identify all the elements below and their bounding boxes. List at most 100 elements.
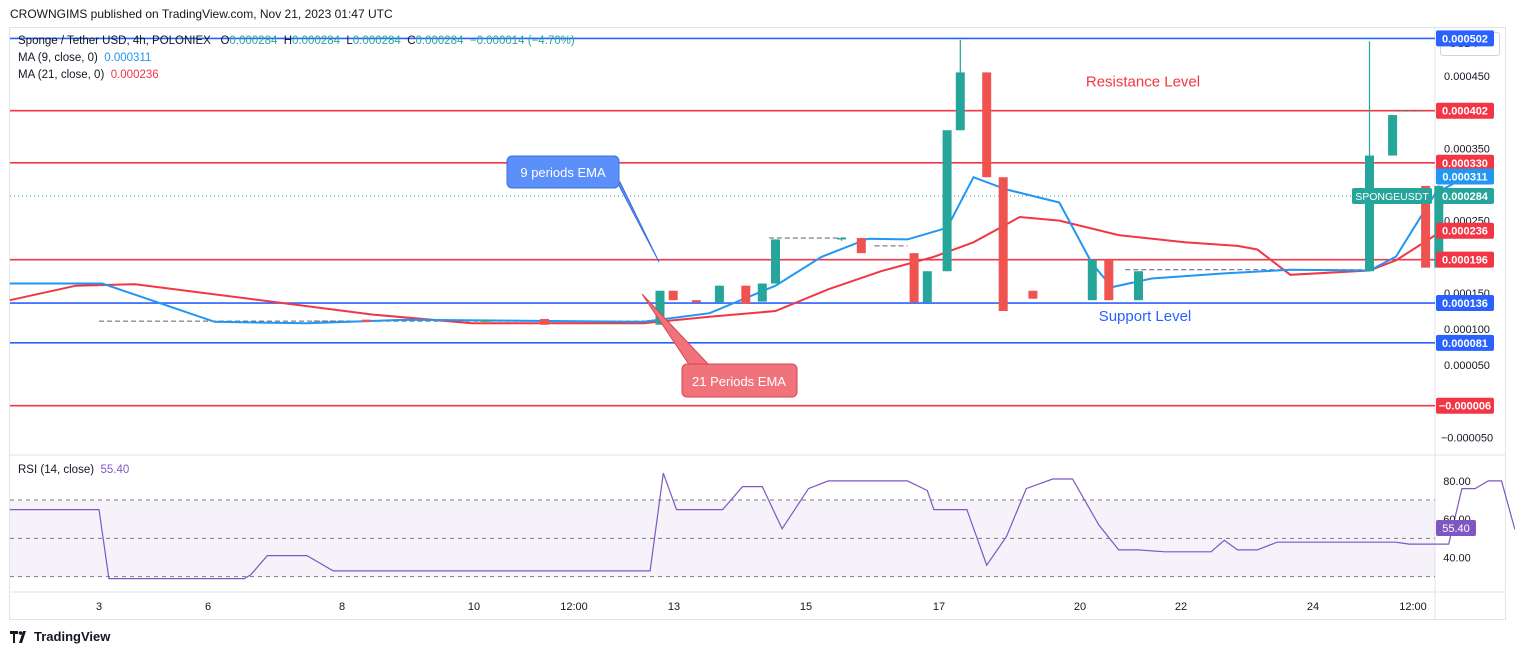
candle-up (1134, 271, 1143, 301)
ohlc-high-label: H (283, 35, 293, 47)
candle-down (691, 300, 701, 303)
ohlc-close: 0.000284 (415, 35, 464, 47)
ma9-line (9, 174, 1469, 325)
rsi-tick-label: 80.00 (1443, 476, 1471, 488)
published-header: CROWNGIMS published on TradingView.com, … (10, 7, 393, 21)
ema21-callout-text: 21 Periods EMA (692, 374, 786, 389)
price-tag (1436, 251, 1494, 268)
candle-down (909, 253, 919, 303)
candle-up (771, 239, 780, 284)
time-tick-label: 13 (668, 601, 680, 613)
ma21-label: MA (21, close, 0) (18, 69, 105, 81)
price-tick-label: 0.000450 (1444, 71, 1490, 83)
candle-up (1365, 155, 1374, 272)
ma21-value: 0.000236 (110, 69, 159, 81)
candle-down (741, 285, 751, 304)
time-tick-label: 12:00 (1399, 601, 1427, 613)
candle-up (655, 290, 665, 325)
rsi-legend[interactable]: RSI (14, close) 55.40 (18, 464, 129, 476)
price-tick-label: 0.000350 (1444, 143, 1490, 155)
rsi-tick-label: 40.00 (1443, 553, 1471, 565)
ma21-legend[interactable]: MA (21, close, 0) 0.000236 (18, 69, 159, 81)
price-tag (1436, 154, 1494, 171)
time-tick-label: 10 (468, 601, 480, 613)
time-tick-label: 3 (96, 601, 102, 613)
price-tag-label: 0.000502 (1442, 33, 1488, 45)
ohlc-low-label: L (346, 35, 353, 47)
ma9-value: 0.000311 (104, 52, 152, 64)
price-tag (1436, 397, 1494, 414)
support-label: Support Level (1099, 308, 1192, 325)
candle-down (856, 237, 866, 254)
price-tag (1436, 102, 1494, 119)
ema9-callout-text: 9 periods EMA (520, 165, 606, 180)
candle-down (1421, 185, 1431, 268)
tradingview-brand: TradingView (34, 629, 111, 644)
symbol-legend: Sponge / Tether USD, 4h, POLONIEX O0.000… (18, 35, 575, 47)
rsi-value: 55.40 (100, 464, 130, 476)
price-tag-label: 0.000311 (1442, 172, 1487, 184)
price-tag-label: 0.000330 (1442, 158, 1488, 170)
time-tick-label: 6 (205, 601, 211, 613)
tradingview-logo-icon (10, 630, 26, 643)
symbol-name: Sponge / Tether USD, 4h, POLONIEX (18, 35, 211, 47)
candle-down (540, 318, 549, 325)
price-tick-label: −0.000050 (1441, 433, 1493, 445)
resistance-label: Resistance Level (1086, 74, 1200, 91)
candle-down (1104, 259, 1114, 301)
candle-up (955, 72, 965, 131)
price-tag-label: 0.000284 (1442, 191, 1489, 203)
time-tick-label: 20 (1074, 601, 1086, 613)
price-tag (1436, 334, 1494, 351)
rsi-label: RSI (14, close) (18, 464, 95, 476)
candle-down (982, 72, 992, 178)
candle-down (668, 290, 678, 301)
tradingview-logo[interactable]: TradingView (10, 629, 110, 644)
candle-up (922, 271, 932, 303)
price-tag-label: 0.000196 (1442, 255, 1488, 267)
ohlc-high: 0.000284 (292, 35, 341, 47)
ohlc-close-label: C (407, 35, 416, 47)
time-tick-label: 15 (800, 601, 812, 613)
ma9-label: MA (9, close, 0) (18, 52, 98, 64)
price-tick-label: 0.000050 (1444, 360, 1490, 372)
candle-up (757, 283, 767, 302)
price-tag (1436, 168, 1494, 185)
ohlc-open: 0.000284 (229, 35, 278, 47)
price-tag (1436, 188, 1494, 205)
candle-up (942, 130, 952, 272)
time-tick-label: 12:00 (560, 601, 588, 613)
price-tag-label: 0.000402 (1442, 106, 1488, 118)
ema21-callout-pointer (641, 293, 712, 367)
ema21-callout-box[interactable] (681, 363, 798, 398)
price-tag-label: −0.000006 (1439, 401, 1491, 413)
time-tick-label: 22 (1175, 601, 1187, 613)
chart-frame (9, 27, 1506, 620)
candle-up (837, 237, 846, 240)
rsi-line (9, 472, 1515, 580)
rsi-value-tag (1436, 520, 1476, 537)
time-tick-label: 8 (339, 601, 345, 613)
rsi-value-tag-label: 55.40 (1442, 523, 1470, 535)
ohlc-low: 0.000284 (352, 35, 401, 47)
symbol-tag (1352, 188, 1432, 205)
ema9-callout-box[interactable] (506, 155, 620, 189)
ohlc-open-label: O (220, 35, 230, 47)
ohlc-change: −0.000014 (−4.70%) (469, 35, 575, 47)
price-tag-label: 0.000136 (1442, 298, 1488, 310)
ma9-legend[interactable]: MA (9, close, 0) 0.000311 (18, 52, 151, 64)
candle-up (1087, 259, 1097, 301)
candle-up (480, 319, 490, 322)
symbol-tag-label: SPONGEUSDT (1355, 191, 1429, 203)
ema9-callout-pointer (599, 179, 660, 263)
candle-down (1028, 290, 1038, 299)
price-tag-label: 0.000081 (1442, 338, 1488, 350)
candle-up (714, 285, 724, 303)
candle-down (998, 177, 1008, 311)
time-tick-label: 17 (933, 601, 945, 613)
candle-up (1388, 115, 1398, 156)
candle-down (361, 319, 371, 322)
price-tag-label: 0.000236 (1442, 226, 1488, 238)
price-tag (1436, 222, 1494, 239)
